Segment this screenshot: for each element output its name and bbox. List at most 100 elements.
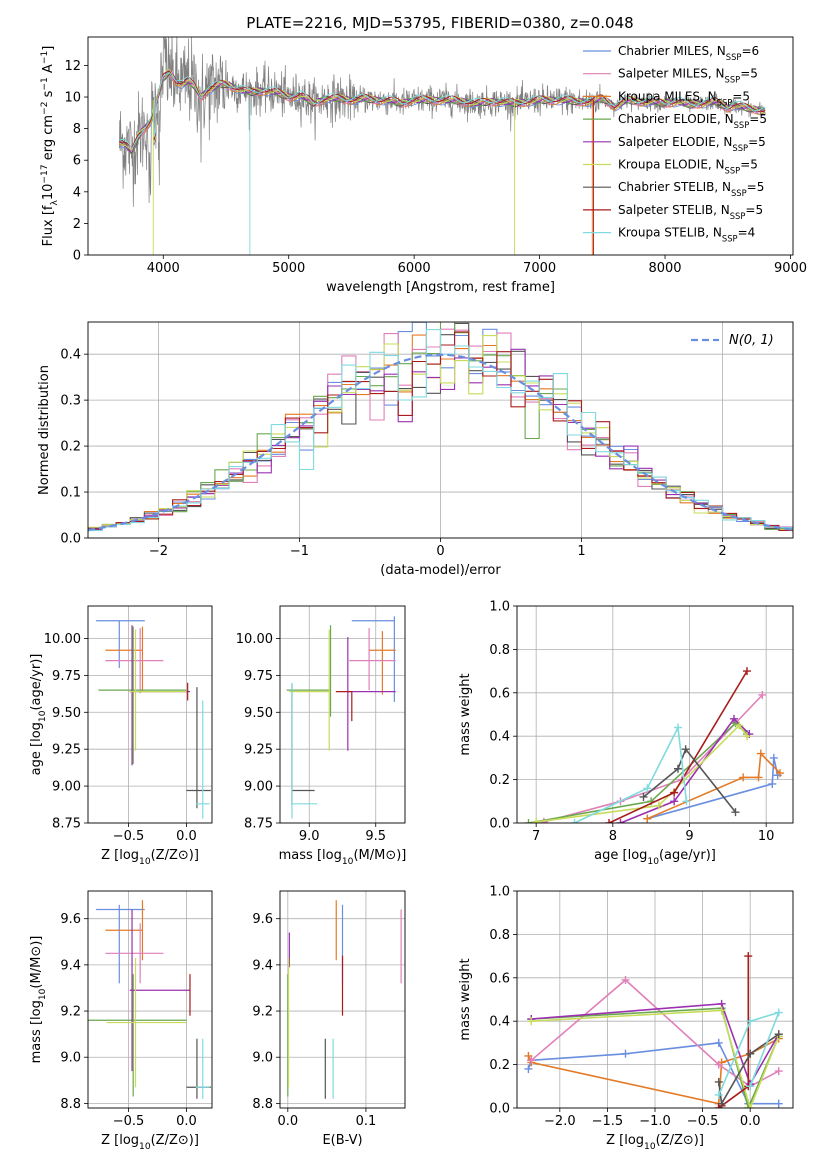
spectrum-plot-area	[119, 37, 766, 255]
weight-marker-blue	[768, 779, 777, 788]
weight-marker-orange	[754, 773, 763, 782]
errorbar-purple	[129, 909, 190, 1072]
age_vs_Z-frame	[87, 605, 213, 824]
mass_vs_ebv-frame	[279, 890, 406, 1109]
x-tick-label: 9000	[774, 261, 807, 276]
weight-line-cyan	[574, 724, 688, 823]
age_vs_mass-frame	[279, 605, 406, 824]
weight-line-yellowgreen	[531, 1009, 780, 1108]
weight-marker-darkgray	[639, 792, 648, 801]
residuals-xlabel: (data-model)/error	[380, 563, 501, 578]
age_vs_mass-xlabel: mass [log10(M/M⊙)]	[279, 848, 407, 867]
errorbar-yellowgreen	[106, 957, 187, 1088]
y-tick-label: 9.75	[52, 669, 81, 684]
model-spectrum-cyan	[119, 72, 766, 149]
y-tick-label: 1.0	[489, 600, 510, 615]
y-tick-label: 10.00	[236, 632, 273, 647]
weight-marker-blue	[769, 753, 778, 762]
mass_vs_Z-ylabel: mass [log10(M/M⊙)]	[29, 936, 48, 1064]
weight-marker-blue	[714, 1038, 723, 1047]
x-tick-label: 4000	[147, 261, 180, 276]
weight-marker-cyan	[570, 819, 579, 823]
weight_vs_Z-xlabel: Z [log10(Z/Z⊙)]	[606, 1133, 704, 1152]
y-tick-label: 0.8	[489, 928, 510, 943]
weight-marker-purple	[670, 797, 679, 806]
errorbar-green	[88, 974, 187, 1097]
weight-marker-yellowgreen	[735, 721, 744, 730]
normal-distribution-curve	[88, 353, 793, 531]
y-tick-label: 1.0	[489, 885, 510, 900]
x-tick-label: 8	[609, 829, 617, 844]
age_vs_Z-ylabel: age [log10(age/yr)]	[29, 654, 48, 776]
y-tick-label: 0.0	[489, 817, 510, 832]
x-tick-label: −2.0	[544, 1114, 576, 1129]
mass_vs_Z-frame	[87, 890, 213, 1109]
legend-entry: Salpeter STELIB, NSSP=5	[618, 203, 763, 221]
errorbar-purple	[347, 637, 396, 751]
weight-marker-blue	[774, 1099, 783, 1108]
x-tick-label: 6000	[398, 261, 431, 276]
residuals-ylabel: Normed distribution	[37, 365, 52, 495]
errorbar-pink	[105, 628, 164, 694]
figure-title: PLATE=2216, MJD=53795, FIBERID=0380, z=0…	[246, 14, 633, 32]
errorbar-darkgray	[291, 684, 315, 806]
y-tick-label: 9.4	[60, 958, 81, 973]
weight-marker-orange	[643, 814, 652, 823]
errorbar-orange	[105, 626, 144, 692]
y-tick-label: 8.8	[252, 1097, 273, 1112]
weight-marker-darkgray	[717, 1099, 726, 1108]
histogram-cyan	[88, 329, 793, 534]
weight-marker-darkgray	[674, 764, 682, 773]
legend-entry: Chabrier MILES, NSSP=6	[618, 44, 759, 62]
legend-entry: Kroupa MILES, NSSP=5	[618, 89, 750, 107]
model-spectrum-red	[119, 70, 766, 148]
y-tick-label: 0.2	[489, 1058, 510, 1073]
weight-marker-purple	[729, 714, 738, 723]
mass_vs_Z-plot-area	[88, 891, 212, 1108]
weight_vs_Z-ylabel: mass weight	[458, 958, 473, 1040]
weight-marker-orange	[524, 1051, 533, 1060]
errorbar-blue	[351, 616, 395, 702]
y-tick-label: 9.25	[244, 743, 273, 758]
x-tick-label: 10	[758, 829, 775, 844]
weight-marker-cyan	[714, 1090, 723, 1099]
y-tick-label: 12	[64, 59, 81, 74]
legend-entry: Chabrier ELODIE, NSSP=5	[618, 112, 767, 130]
x-tick-label: −0.5	[113, 1114, 145, 1129]
weight_vs_Z-plot-area	[517, 891, 793, 1108]
residuals-plot-area	[88, 322, 793, 538]
x-tick-label: 9.5	[365, 829, 386, 844]
weight-marker-yellowgreen	[743, 732, 751, 741]
weight_vs_age-xlabel: age [log10(age/yr)]	[594, 848, 716, 867]
errorbar-green	[98, 626, 187, 764]
age_vs_Z-xlabel: Z [log10(Z/Z⊙)]	[101, 848, 199, 867]
legend-entry: Salpeter MILES, NSSP=5	[618, 67, 758, 85]
y-tick-label: 0.1	[60, 486, 81, 501]
weight_vs_Z-frame	[516, 890, 794, 1109]
y-tick-label: 9.25	[52, 743, 81, 758]
weight-line-cyan	[718, 1011, 781, 1096]
weight-marker-pink	[758, 690, 767, 699]
errorbar-pink	[105, 923, 164, 984]
weight_vs_age-plot-area	[517, 606, 793, 823]
y-tick-label: 9.0	[252, 1051, 273, 1066]
errorbar-cyan	[195, 700, 210, 819]
x-tick-label: 8000	[648, 261, 681, 276]
x-tick-label: 7	[532, 829, 540, 844]
x-tick-label: −0.5	[687, 1114, 719, 1129]
errorbar-orange	[105, 900, 144, 961]
errorbar-pink	[349, 628, 396, 691]
errorbar-cyan	[195, 1038, 210, 1099]
weight-marker-blue	[524, 1064, 533, 1073]
errorbar-cyan	[291, 682, 318, 819]
y-tick-label: 4	[73, 185, 81, 200]
residuals-frame	[87, 321, 794, 539]
weight-marker-yellowgreen	[746, 1104, 755, 1108]
errorbar-yellowgreen	[129, 629, 187, 751]
weight-marker-blue	[621, 1049, 630, 1058]
weight-marker-darkgray	[714, 1077, 723, 1086]
panel-age_vs_mass: 9.0 9.5 8.75 9.00 9.25 9.50 9.75 10.00 mass [log…	[236, 605, 407, 867]
weight-marker-pink	[774, 1067, 783, 1076]
weight-marker-darkgray	[731, 808, 740, 817]
panel-weight_vs_Z: −2.0 −1.5 −1.0 −0.5 0.0 0.0 0.2 0.4 0.6 0.8 1.0 Z […	[458, 885, 794, 1152]
